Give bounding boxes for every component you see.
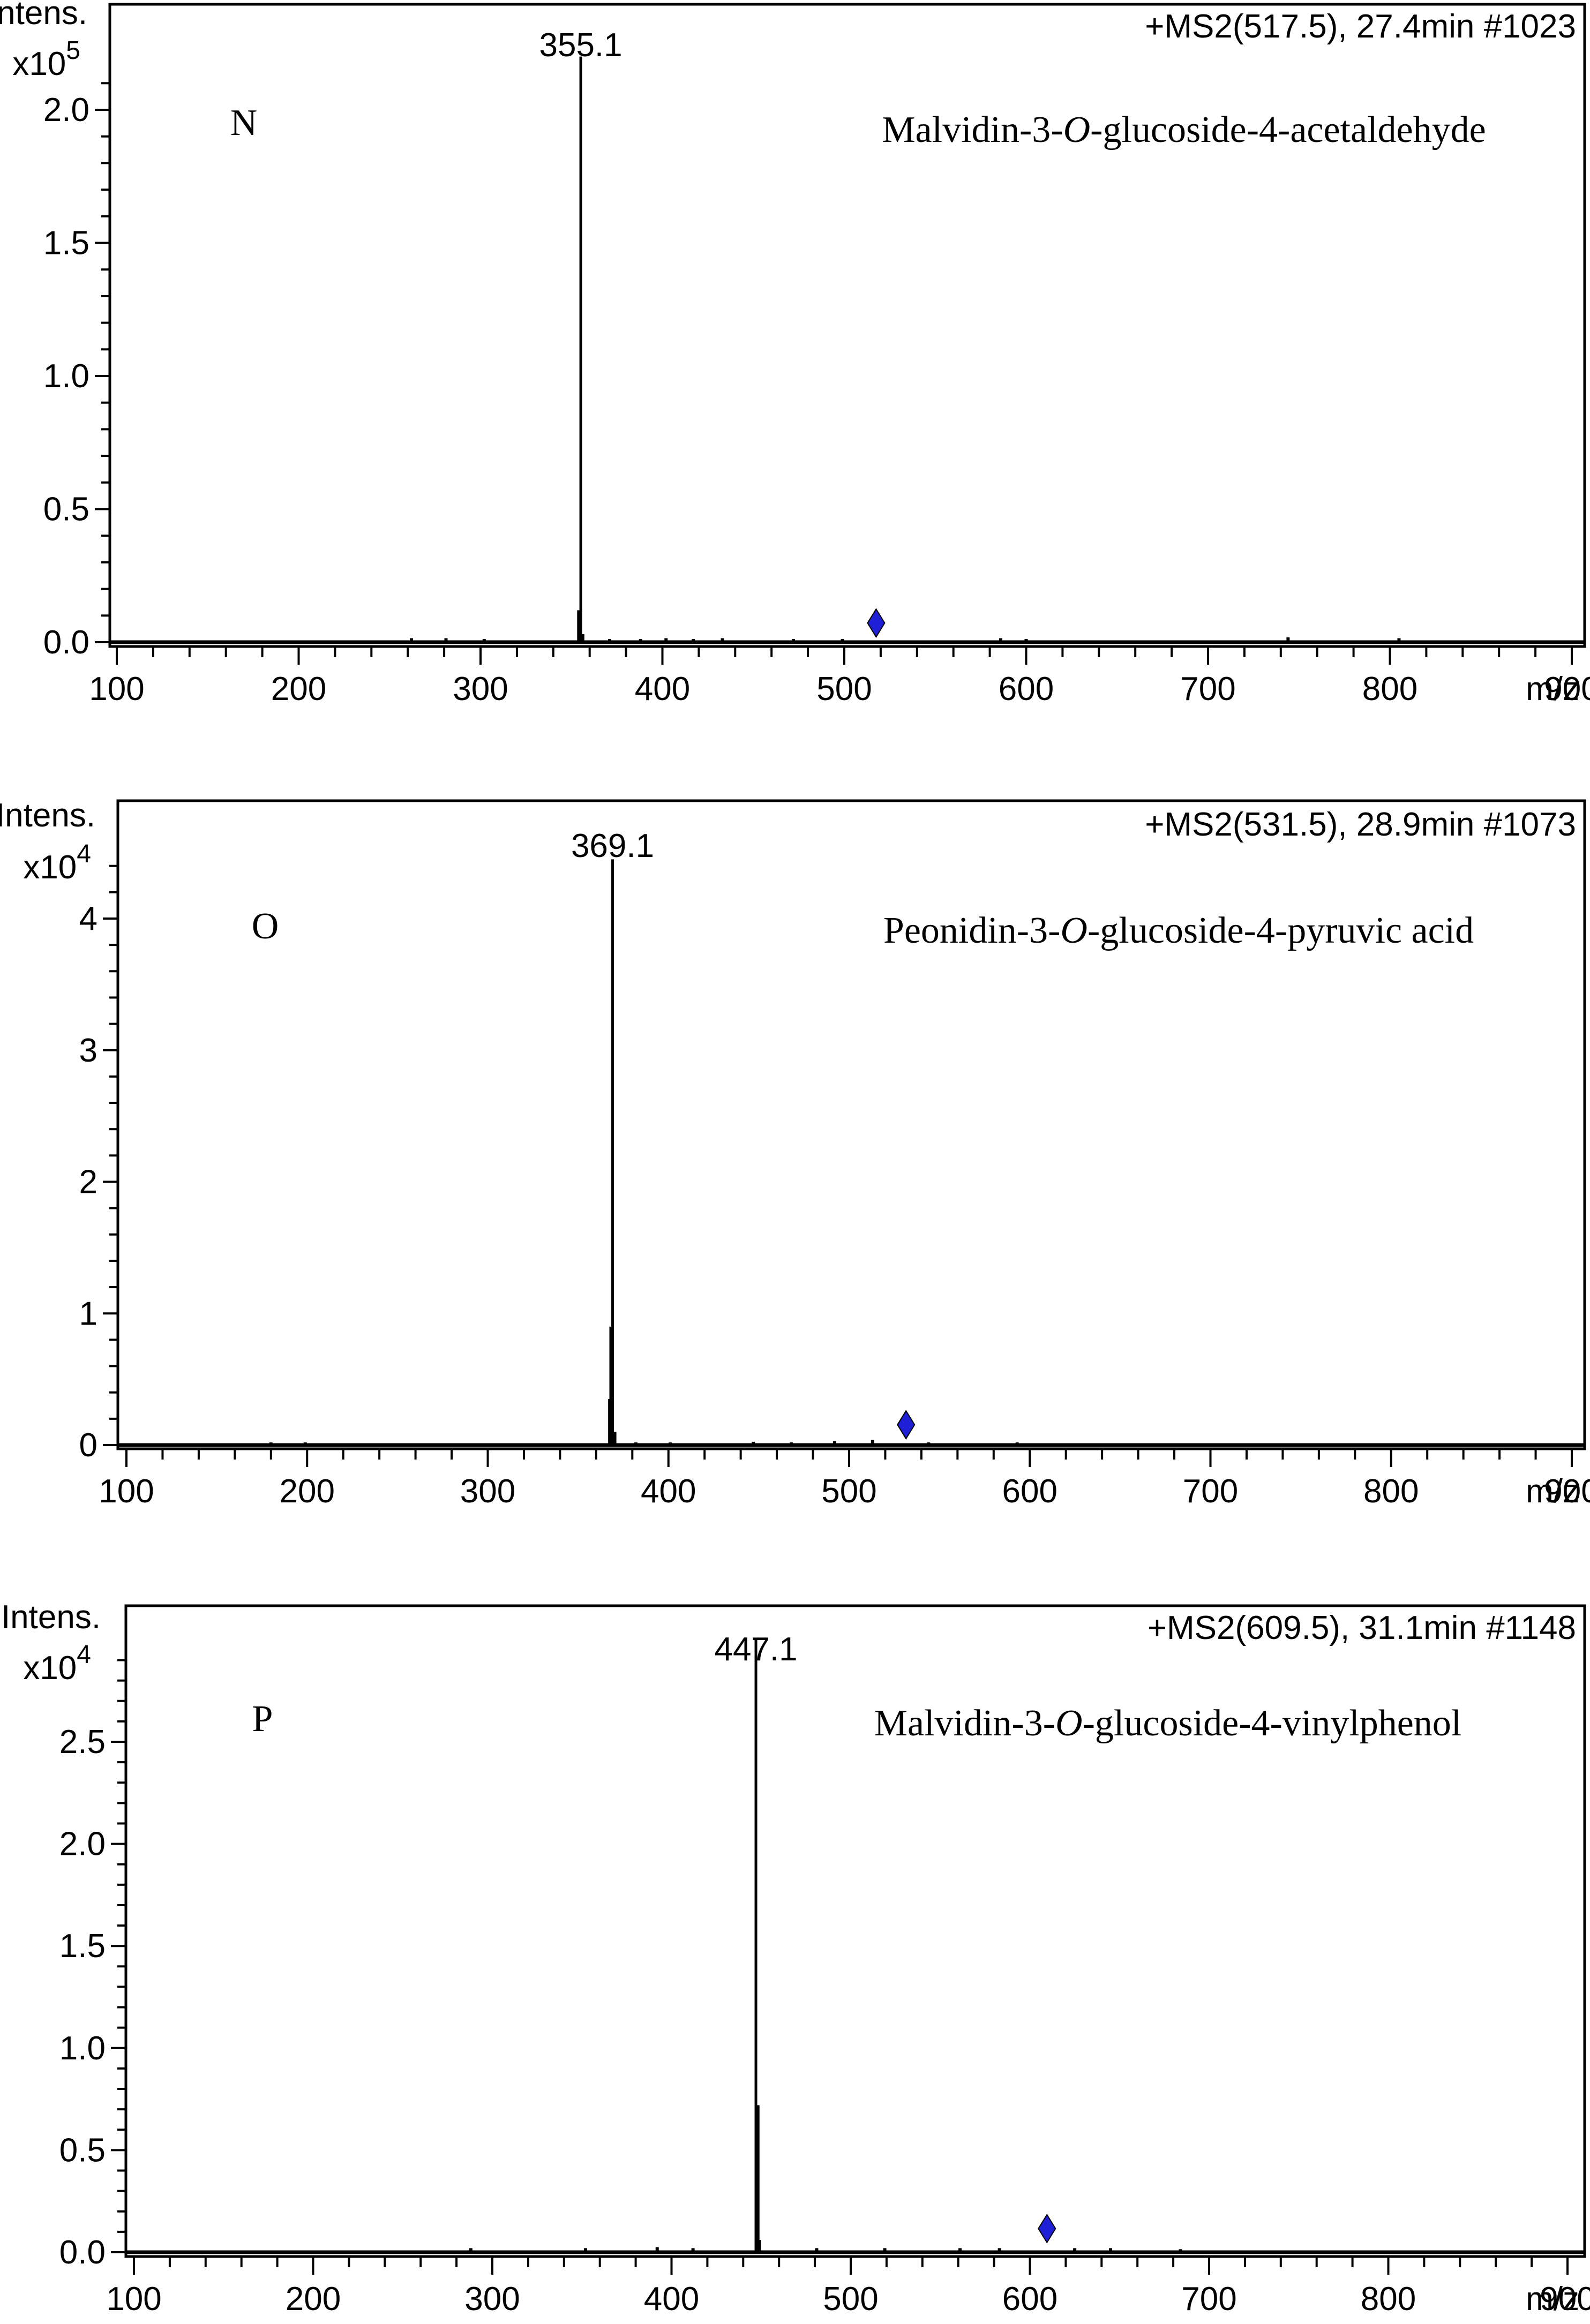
panel-label: N (230, 102, 258, 144)
y-multiplier: x104 (23, 840, 91, 886)
compound-name-italic: O (1063, 109, 1091, 151)
x-axis-label: m/z (1526, 2281, 1579, 2318)
x-tick-label: 100 (106, 2281, 161, 2318)
y-axis-label: Intens. (1, 1599, 101, 1636)
compound-name-italic: O (1060, 910, 1088, 951)
y-tick-label: 4 (79, 900, 98, 937)
x-tick-label: 400 (644, 2281, 699, 2318)
compound-name-suffix: -glucoside-4-vinylphenol (1083, 1703, 1462, 1744)
precursor-marker (867, 608, 886, 638)
x-tick-label: 200 (280, 1473, 335, 1510)
y-tick-label: 0.0 (43, 624, 89, 661)
y-tick-label: 2.0 (43, 92, 89, 129)
x-tick-label: 600 (1002, 1473, 1058, 1510)
x-tick-label: 300 (464, 2281, 520, 2318)
y-tick-label: 0.5 (59, 2132, 106, 2169)
compound-name-prefix: Malvidin-3- (882, 109, 1063, 151)
x-axis-label: m/z (1526, 671, 1579, 708)
y-axis-label: Intens. (0, 0, 87, 32)
x-tick-label: 700 (1183, 1473, 1238, 1510)
y-tick-label: 1.5 (43, 225, 89, 262)
y-multiplier-base: x10 (23, 1650, 77, 1687)
compound-name: Malvidin-3-O-glucoside-4-vinylphenol (874, 1703, 1461, 1744)
x-tick-label: 800 (1363, 1473, 1419, 1510)
x-tick-label: 900 (1544, 1473, 1590, 1510)
y-tick-label: 1.5 (59, 1928, 106, 1965)
plot-frame (116, 799, 1586, 1450)
panel-label: O (252, 906, 279, 947)
compound-name-prefix: Peonidin-3- (883, 910, 1061, 951)
x-tick-label: 300 (453, 671, 508, 708)
x-tick-label: 100 (89, 671, 144, 708)
x-tick-label: 400 (635, 671, 690, 708)
y-tick-label: 1.0 (59, 2030, 106, 2067)
panel-label: P (252, 1698, 273, 1740)
compound-name: Peonidin-3-O-glucoside-4-pyruvic acid (883, 910, 1474, 951)
x-tick-label: 800 (1362, 671, 1418, 708)
y-multiplier-base: x10 (23, 849, 77, 886)
y-tick-label: 0 (79, 1427, 98, 1464)
scan-info: +MS2(609.5), 31.1min #1148 (1148, 1609, 1576, 1646)
y-multiplier: x105 (12, 36, 80, 82)
y-multiplier-exponent: 4 (77, 840, 91, 868)
x-tick-label: 400 (641, 1473, 696, 1510)
base-peak-label: 355.1 (539, 27, 622, 64)
plot-frame (108, 3, 1586, 648)
x-axis-label: m/z (1526, 1473, 1579, 1510)
x-tick-label: 900 (1544, 671, 1590, 708)
x-tick-label: 800 (1361, 2281, 1416, 2318)
compound-name-italic: O (1055, 1703, 1083, 1744)
precursor-marker (897, 1410, 916, 1440)
y-tick-label: 3 (79, 1032, 98, 1069)
x-tick-label: 500 (821, 1473, 876, 1510)
y-tick-label: 2.5 (59, 1724, 106, 1761)
y-tick-label: 1 (79, 1295, 98, 1332)
x-tick-label: 700 (1180, 671, 1235, 708)
y-tick-label: 0.0 (59, 2234, 106, 2271)
y-multiplier-base: x10 (12, 46, 66, 82)
y-axis-label: Intens. (0, 797, 95, 834)
plot-frame (124, 1604, 1586, 2258)
y-multiplier-exponent: 5 (66, 36, 80, 65)
x-tick-label: 200 (271, 671, 326, 708)
compound-name-suffix: -glucoside-4-acetaldehyde (1090, 109, 1486, 151)
x-tick-label: 600 (999, 671, 1054, 708)
x-tick-label: 900 (1540, 2281, 1590, 2318)
precursor-marker (1038, 2213, 1056, 2244)
y-tick-label: 2.0 (59, 1826, 106, 1863)
y-multiplier-exponent: 4 (77, 1641, 91, 1669)
x-tick-label: 200 (286, 2281, 341, 2318)
compound-name: Malvidin-3-O-glucoside-4-acetaldehyde (882, 109, 1486, 151)
x-tick-label: 700 (1181, 2281, 1236, 2318)
y-tick-label: 2 (79, 1164, 98, 1201)
scan-info: +MS2(517.5), 27.4min #1023 (1145, 8, 1576, 45)
y-tick-label: 0.5 (43, 491, 89, 528)
x-tick-label: 100 (99, 1473, 154, 1510)
base-peak-label: 447.1 (714, 1631, 797, 1668)
compound-name-prefix: Malvidin-3- (874, 1703, 1055, 1744)
scan-info: +MS2(531.5), 28.9min #1073 (1145, 806, 1576, 843)
y-multiplier: x104 (23, 1641, 91, 1687)
x-tick-label: 300 (460, 1473, 515, 1510)
x-tick-label: 600 (1002, 2281, 1058, 2318)
x-tick-label: 500 (823, 2281, 878, 2318)
base-peak-label: 369.1 (571, 828, 654, 864)
x-tick-label: 500 (816, 671, 872, 708)
y-tick-label: 1.0 (43, 358, 89, 395)
compound-name-suffix: -glucoside-4-pyruvic acid (1088, 910, 1474, 951)
